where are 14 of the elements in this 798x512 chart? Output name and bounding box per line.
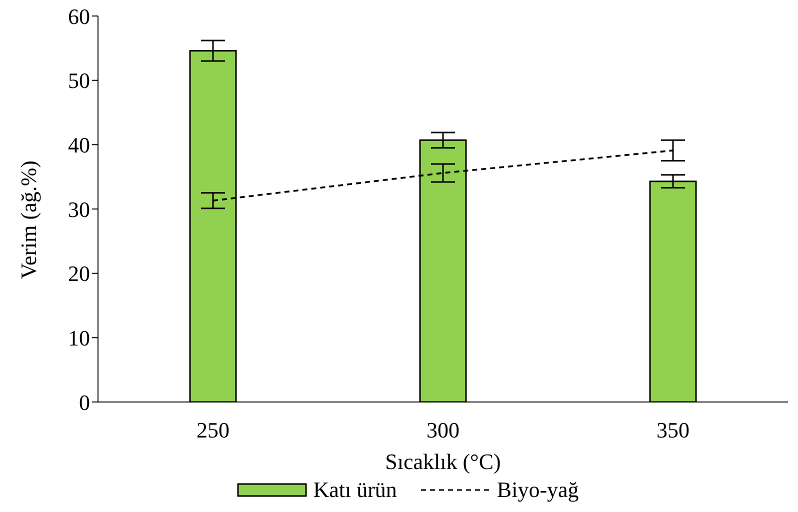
x-tick-label: 300 bbox=[426, 418, 460, 443]
y-tick-label: 30 bbox=[68, 196, 90, 222]
legend-label: Biyo-yağ bbox=[496, 477, 579, 503]
y-tick-label: 0 bbox=[79, 390, 90, 415]
y-tick-label: 10 bbox=[68, 325, 90, 350]
y-tick-label: 40 bbox=[68, 132, 90, 158]
y-axis-title: Verim (ağ.%) bbox=[16, 160, 41, 279]
y-tick-label: 60 bbox=[68, 4, 90, 29]
x-tick-label: 250 bbox=[196, 418, 230, 443]
y-tick-label: 20 bbox=[68, 261, 90, 286]
x-tick-label: 350 bbox=[656, 418, 690, 443]
x-axis-title: Sıcaklık (°C) bbox=[385, 449, 501, 474]
legend-label: Katı ürün bbox=[312, 477, 397, 503]
y-tick-label: 50 bbox=[68, 68, 90, 94]
